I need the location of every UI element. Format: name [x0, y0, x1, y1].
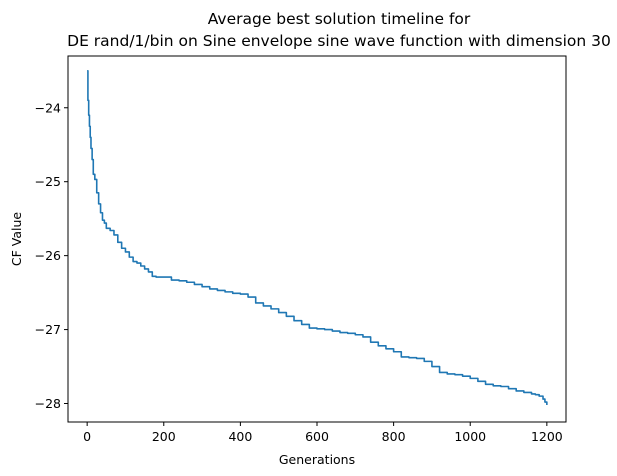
- y-tick-label: −26: [35, 248, 61, 263]
- y-tick-label: −25: [35, 174, 61, 189]
- y-axis-ticks: −24 −25 −26 −27 −28: [35, 100, 68, 411]
- chart-title-line1: Average best solution timeline for: [208, 10, 471, 28]
- x-axis-ticks: 0 200 400 600 800 1000 1200: [83, 422, 563, 444]
- x-tick-label: 800: [382, 429, 406, 444]
- y-tick-label: −24: [35, 100, 61, 115]
- x-tick-label: 1200: [531, 429, 563, 444]
- x-tick-label: 400: [228, 429, 252, 444]
- chart-title-line2: DE rand/1/bin on Sine envelope sine wave…: [67, 32, 611, 50]
- y-tick-label: −28: [35, 396, 61, 411]
- x-axis-label: Generations: [279, 452, 355, 467]
- series-line-0: [87, 69, 548, 405]
- x-tick-label: 200: [152, 429, 176, 444]
- x-tick-label: 1000: [454, 429, 486, 444]
- x-tick-label: 0: [83, 429, 91, 444]
- x-tick-label: 600: [305, 429, 329, 444]
- y-axis-label: CF Value: [9, 212, 24, 267]
- series-layer: [87, 69, 548, 405]
- y-tick-label: −27: [35, 322, 61, 337]
